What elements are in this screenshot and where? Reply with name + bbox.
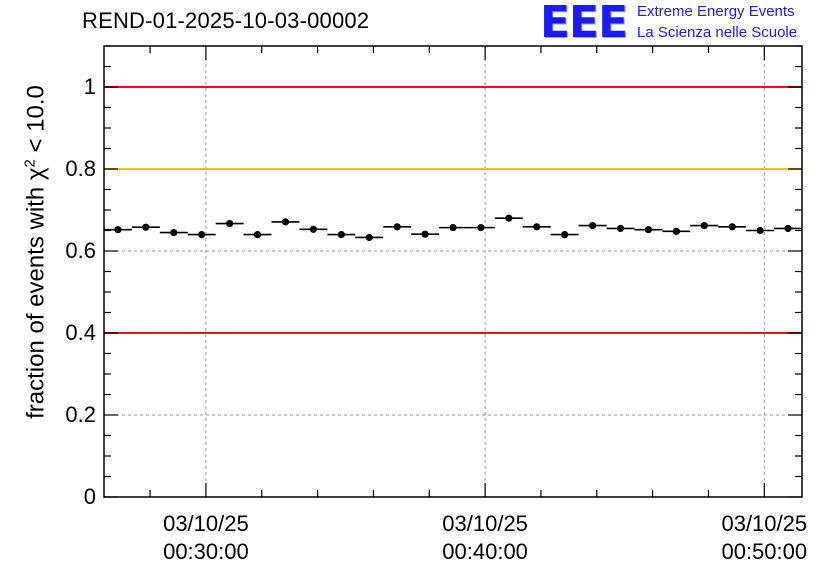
data-point-marker (309, 225, 317, 233)
data-point (774, 224, 802, 233)
data-point-marker (337, 231, 345, 239)
data-point (718, 223, 747, 231)
data-point-marker (784, 224, 792, 233)
axis-ticks (104, 45, 802, 498)
data-point-marker (142, 223, 150, 231)
data-point (522, 223, 551, 231)
x-tick-label: 03/10/25 00:30:00 (163, 510, 249, 566)
data-point (187, 231, 216, 239)
x-tick-label: 03/10/25 00:50:00 (721, 510, 807, 566)
data-point (550, 231, 579, 239)
data-point-marker (253, 231, 262, 239)
data-point (746, 226, 775, 235)
data-point (355, 233, 384, 242)
data-point (634, 226, 663, 234)
data-point (606, 224, 635, 233)
logo-line-project: Extreme Energy Events (637, 3, 795, 20)
data-point (243, 231, 272, 239)
data-point-marker (393, 223, 401, 231)
data-point-marker (170, 228, 178, 237)
y-axis-label: fraction of events with χ2 < 10.0 (22, 85, 51, 419)
x-tick-time: 00:40:00 (442, 539, 528, 564)
data-series (104, 214, 802, 242)
data-point (466, 224, 495, 232)
data-point (662, 227, 691, 235)
data-point-marker (700, 221, 708, 230)
data-point (299, 225, 328, 233)
data-point (327, 231, 356, 239)
x-tick-label: 03/10/25 00:40:00 (442, 510, 528, 566)
y-axis-label-prefix: fraction of events with (22, 186, 50, 419)
data-point (439, 224, 467, 232)
chart-title: REND-01-2025-10-03-00002 (82, 8, 370, 33)
x-tick-time: 00:30:00 (163, 539, 249, 564)
data-point (494, 214, 523, 222)
data-point-marker (477, 224, 485, 232)
y-axis-label-sup: 2 (21, 159, 39, 168)
y-axis-label-suffix: < 10.0 (22, 85, 50, 153)
y-tick-label: 0.4 (65, 320, 96, 345)
y-tick-label: 1 (83, 74, 96, 99)
data-point-marker (421, 230, 429, 238)
data-point-marker (365, 233, 373, 242)
data-point (578, 221, 607, 230)
x-tick-date: 03/10/25 (442, 511, 528, 536)
y-axis-label-symbol: χ (22, 167, 50, 181)
x-tick-date: 03/10/25 (721, 511, 808, 536)
data-point (383, 223, 412, 231)
data-point-marker (114, 226, 122, 234)
data-point-marker (281, 218, 290, 226)
data-point (411, 230, 440, 238)
x-tick-date: 03/10/25 (163, 511, 249, 536)
data-point-marker (589, 221, 597, 230)
data-point-marker (561, 231, 569, 239)
y-tick-label: 0.2 (65, 402, 96, 427)
data-point (104, 226, 132, 234)
y-tick-label: 0 (83, 484, 96, 509)
reference-lines (104, 86, 802, 334)
data-point-marker (616, 224, 625, 233)
data-point (271, 218, 300, 226)
eee-logo-mark: EEE (540, 0, 628, 48)
data-point-marker (728, 223, 736, 231)
y-tick-label: 0.8 (65, 156, 96, 181)
data-point-marker (672, 227, 680, 235)
data-point (215, 219, 244, 228)
data-point (131, 223, 160, 231)
data-point-marker (198, 231, 206, 239)
data-point (159, 228, 188, 237)
data-point-marker (756, 226, 764, 235)
data-point-marker (533, 223, 541, 231)
data-point-marker (644, 226, 653, 234)
data-point (690, 221, 719, 230)
data-point-marker (226, 219, 234, 228)
y-tick-label: 0.6 (65, 238, 96, 263)
logo-line-school: La Scienza nelle Scuole (637, 24, 798, 41)
data-point-marker (449, 224, 457, 232)
x-tick-time: 00:50:00 (721, 539, 808, 564)
plot-frame (103, 45, 803, 498)
data-point-marker (505, 214, 513, 222)
grid-lines (104, 46, 802, 497)
